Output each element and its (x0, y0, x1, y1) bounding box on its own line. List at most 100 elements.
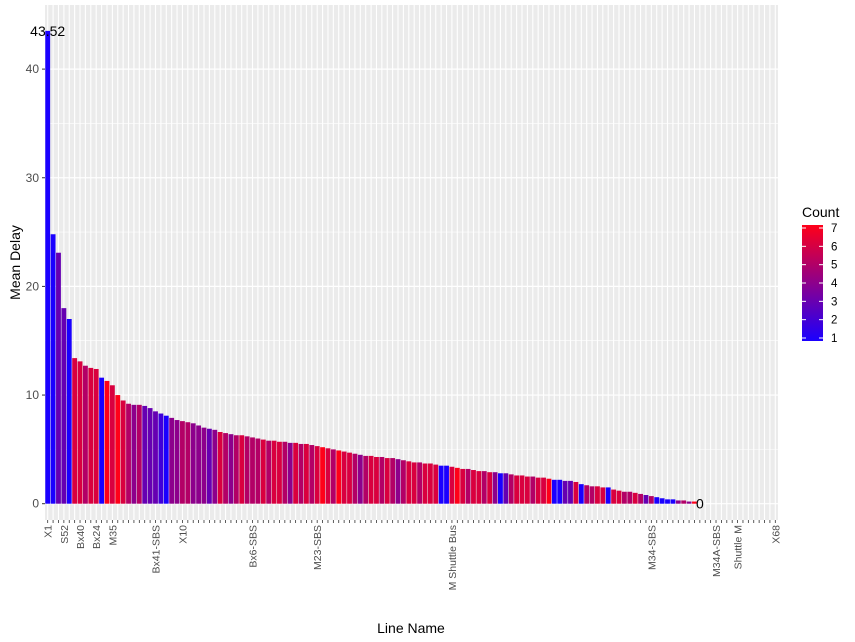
x-tick-label: M23-SBS (312, 525, 324, 570)
bar (535, 477, 541, 504)
bar (595, 486, 600, 504)
bar (611, 489, 617, 504)
bar (449, 466, 455, 504)
bar (341, 451, 347, 504)
bar (147, 408, 153, 504)
bar (212, 429, 218, 504)
bar (648, 496, 654, 504)
bar (503, 473, 509, 504)
bar (621, 491, 627, 504)
bar (632, 492, 638, 504)
bar (427, 463, 433, 504)
bar (444, 465, 449, 504)
bar (454, 467, 460, 504)
bar (481, 471, 487, 504)
bar (665, 499, 670, 504)
x-tick-label: Bx40 (75, 525, 87, 549)
bar (390, 458, 396, 504)
bar (659, 498, 665, 504)
x-tick-label: M34-SBS (646, 525, 658, 570)
x-tick-label: Bx41-SBS (150, 525, 162, 573)
bar (524, 476, 530, 504)
x-tick-label: Bx24 (91, 525, 103, 549)
bar (298, 443, 304, 504)
bar (120, 400, 126, 504)
legend: Count 1 2 3 4 5 6 7 (802, 204, 839, 345)
bar (584, 485, 590, 504)
bar (492, 472, 498, 504)
bar (562, 480, 568, 504)
bar (282, 441, 288, 504)
bar (352, 453, 358, 504)
bar (433, 464, 439, 504)
y-axis-title: Mean Delay (7, 225, 23, 300)
bar (266, 440, 272, 504)
x-tick-label: S52 (59, 525, 71, 544)
bar (498, 473, 503, 504)
bar (244, 436, 250, 504)
bar (61, 308, 67, 504)
bar (638, 493, 643, 504)
bar (104, 380, 110, 504)
x-tick-label: M Shuttle Bus (447, 525, 459, 590)
bar (136, 404, 142, 504)
bar (180, 421, 185, 504)
legend-tick-label: 1 (831, 333, 837, 345)
legend-colorbar (802, 225, 823, 341)
x-tick-label: Shuttle M (733, 525, 745, 569)
bar (239, 435, 245, 504)
bar (692, 501, 697, 504)
bar (277, 441, 282, 504)
legend-tick-label: 7 (831, 223, 837, 235)
bar (654, 497, 660, 504)
bar (260, 439, 266, 504)
bar (255, 438, 261, 504)
bar (314, 446, 320, 504)
bar (142, 405, 148, 504)
bar (115, 395, 121, 504)
bar (519, 475, 525, 504)
bar (293, 442, 299, 504)
bar (379, 456, 385, 504)
bar (93, 368, 99, 504)
bar (465, 468, 471, 504)
legend-tick-label: 3 (831, 296, 837, 308)
bar (627, 491, 633, 504)
bar (681, 500, 687, 504)
bar (384, 458, 390, 504)
bar (643, 495, 649, 504)
bar (217, 431, 223, 504)
bar (99, 377, 105, 504)
data-labels: 43.52 0 (30, 23, 704, 512)
bar (551, 479, 557, 504)
bar (400, 460, 406, 504)
legend-tick-label: 6 (831, 241, 837, 253)
legend-title: Count (802, 204, 839, 220)
x-axis: X1 S52 Bx40 Bx24 M35 Bx41-SBS X10 Bx6-SBS M23-SB… (43, 520, 782, 590)
bar (287, 442, 293, 504)
bar (72, 358, 78, 504)
bar (330, 449, 336, 504)
bar (460, 468, 466, 504)
bar (530, 476, 536, 504)
bar (476, 471, 482, 504)
y-tick-label: 40 (26, 62, 40, 76)
bar (158, 413, 164, 504)
bar (82, 365, 88, 504)
bar (223, 433, 228, 504)
bar (347, 452, 352, 504)
bar (514, 475, 520, 504)
bar (250, 437, 255, 504)
bar (56, 252, 61, 504)
bar (368, 455, 374, 504)
y-tick-label: 10 (26, 388, 40, 402)
bar (174, 420, 180, 504)
x-tick-label: X1 (43, 525, 55, 538)
x-tick-label: X10 (177, 525, 189, 544)
bar (411, 462, 417, 504)
bar (320, 447, 325, 504)
bar (196, 425, 202, 504)
bar (675, 500, 681, 504)
bar (363, 455, 369, 504)
